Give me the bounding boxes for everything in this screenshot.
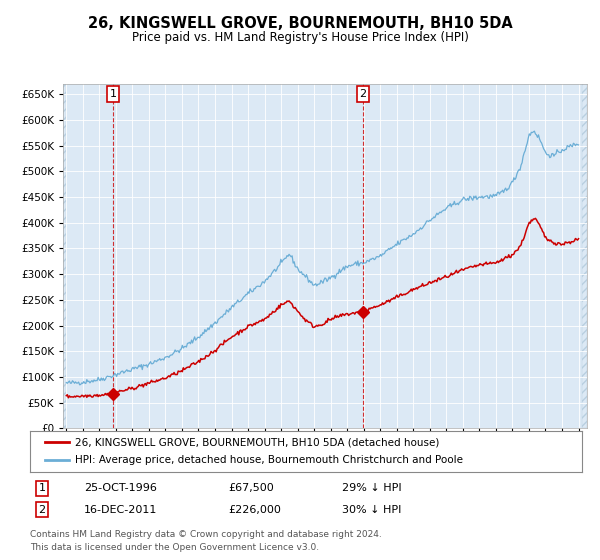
Text: 16-DEC-2011: 16-DEC-2011 <box>84 505 157 515</box>
Text: This data is licensed under the Open Government Licence v3.0.: This data is licensed under the Open Gov… <box>30 543 319 552</box>
Text: 25-OCT-1996: 25-OCT-1996 <box>84 483 157 493</box>
Text: 2: 2 <box>38 505 46 515</box>
Text: £67,500: £67,500 <box>228 483 274 493</box>
Text: Price paid vs. HM Land Registry's House Price Index (HPI): Price paid vs. HM Land Registry's House … <box>131 31 469 44</box>
Text: 2: 2 <box>359 89 367 99</box>
Text: 26, KINGSWELL GROVE, BOURNEMOUTH, BH10 5DA: 26, KINGSWELL GROVE, BOURNEMOUTH, BH10 5… <box>88 16 512 31</box>
Text: 26, KINGSWELL GROVE, BOURNEMOUTH, BH10 5DA (detached house): 26, KINGSWELL GROVE, BOURNEMOUTH, BH10 5… <box>75 437 439 447</box>
Text: 29% ↓ HPI: 29% ↓ HPI <box>342 483 401 493</box>
Text: 1: 1 <box>38 483 46 493</box>
Text: Contains HM Land Registry data © Crown copyright and database right 2024.: Contains HM Land Registry data © Crown c… <box>30 530 382 539</box>
Text: £226,000: £226,000 <box>228 505 281 515</box>
Text: HPI: Average price, detached house, Bournemouth Christchurch and Poole: HPI: Average price, detached house, Bour… <box>75 455 463 465</box>
Text: 1: 1 <box>109 89 116 99</box>
Text: 30% ↓ HPI: 30% ↓ HPI <box>342 505 401 515</box>
